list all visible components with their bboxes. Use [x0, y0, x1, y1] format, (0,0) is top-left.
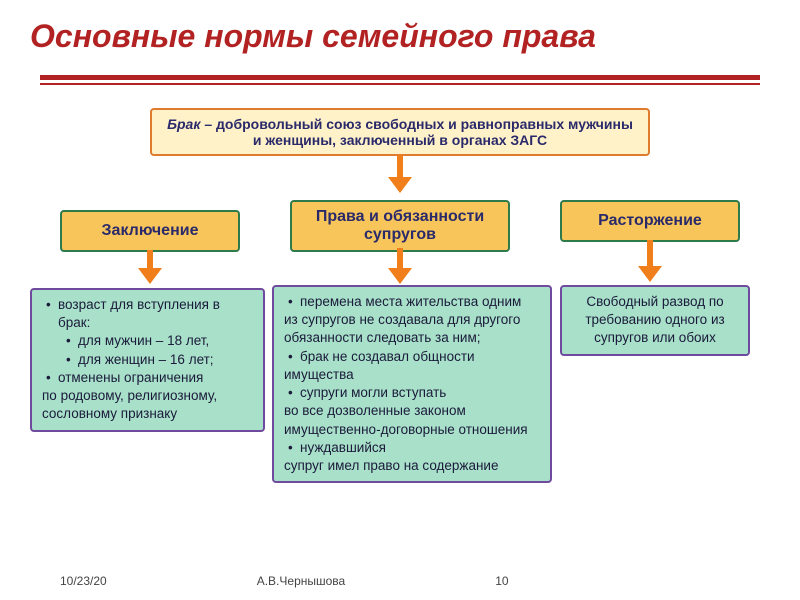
bc-b3: супруги могли вступать: [284, 384, 540, 402]
title-divider: [40, 75, 760, 85]
bc-b1: перемена места жительства одним: [284, 293, 540, 311]
arrow-top-stem: [397, 155, 403, 177]
footer-date: 10/23/20: [60, 574, 107, 588]
body-left-sub1: для мужчин – 18 лет,: [42, 332, 253, 350]
body-left: возраст для вступления в брак: для мужчи…: [30, 288, 265, 432]
body-center: перемена места жительства одним из супру…: [272, 285, 552, 483]
header-left: Заключение: [60, 210, 240, 252]
definition-box: Брак – добровольный союз свободных и рав…: [150, 108, 650, 156]
arrow-right-head: [638, 266, 662, 282]
body-left-sub2: для женщин – 16 лет;: [42, 351, 253, 369]
header-right: Расторжение: [560, 200, 740, 242]
term-text: – добровольный союз свободных и равнопра…: [200, 116, 632, 148]
body-left-b2: отменены ограничения: [42, 369, 253, 387]
bc-b2c: имущества: [284, 366, 540, 384]
arrow-left-stem: [147, 250, 153, 268]
footer: 10/23/20 А.В.Чернышова 10: [60, 574, 740, 588]
arrow-left-head: [138, 268, 162, 284]
header-center: Права и обязанности супругов: [290, 200, 510, 252]
body-left-b1: возраст для вступления в брак:: [42, 296, 253, 332]
page-title: Основные нормы семейного права: [0, 0, 800, 55]
arrow-top-head: [388, 177, 412, 193]
bc-b1c: из супругов не создавала для другого обя…: [284, 311, 540, 347]
arrow-center-head: [388, 268, 412, 284]
bc-b4: нуждавшийся: [284, 439, 540, 457]
arrow-right-stem: [647, 240, 653, 266]
bc-b3c: во все дозволенные законом имущественно-…: [284, 402, 540, 438]
bc-b4c: супруг имел право на содержание: [284, 457, 540, 475]
body-right: Свободный развод по требованию одного из…: [560, 285, 750, 356]
body-left-b2-cont: по родовому, религиозному, сословному пр…: [42, 387, 253, 423]
footer-author: А.В.Чернышова: [257, 574, 346, 588]
bc-b2: брак не создавал общности: [284, 348, 540, 366]
arrow-center-stem: [397, 248, 403, 268]
footer-page: 10: [495, 574, 508, 588]
term-prefix: Брак: [167, 116, 200, 132]
